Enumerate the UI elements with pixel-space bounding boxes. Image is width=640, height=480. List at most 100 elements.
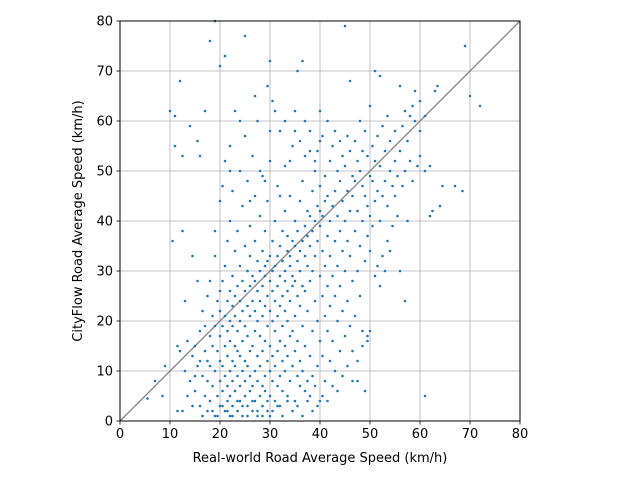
reference-line-group bbox=[119, 20, 521, 422]
data-point bbox=[241, 339, 244, 343]
data-point bbox=[231, 414, 234, 418]
data-point bbox=[296, 69, 299, 73]
data-point bbox=[283, 119, 287, 123]
data-point bbox=[226, 409, 229, 413]
data-point bbox=[246, 304, 249, 308]
data-point bbox=[298, 249, 302, 253]
data-point bbox=[221, 184, 224, 188]
data-point bbox=[288, 379, 292, 383]
data-point bbox=[303, 344, 307, 348]
data-point bbox=[256, 414, 259, 418]
data-point bbox=[268, 59, 272, 63]
data-point bbox=[216, 349, 219, 353]
data-point bbox=[313, 384, 317, 388]
data-point bbox=[196, 139, 199, 143]
data-point bbox=[278, 304, 282, 308]
data-point bbox=[293, 219, 297, 223]
data-point bbox=[323, 174, 327, 178]
data-point bbox=[218, 64, 222, 68]
data-point bbox=[241, 309, 244, 313]
data-point bbox=[251, 154, 254, 158]
data-point bbox=[291, 144, 294, 148]
data-point bbox=[243, 359, 247, 363]
data-point bbox=[261, 384, 264, 388]
data-point bbox=[318, 224, 322, 228]
data-point bbox=[313, 169, 317, 173]
data-point bbox=[261, 414, 264, 418]
data-point bbox=[226, 354, 229, 358]
data-point bbox=[231, 404, 234, 408]
data-point bbox=[268, 159, 272, 163]
data-point bbox=[363, 129, 367, 133]
data-point bbox=[351, 379, 354, 383]
data-point bbox=[323, 314, 327, 318]
data-point bbox=[193, 374, 197, 378]
data-point bbox=[268, 344, 272, 348]
data-point bbox=[243, 289, 247, 293]
data-point bbox=[318, 184, 322, 188]
data-point bbox=[278, 194, 282, 198]
data-point bbox=[238, 299, 242, 303]
data-point bbox=[251, 274, 254, 278]
data-point bbox=[276, 284, 279, 288]
data-point bbox=[223, 314, 227, 318]
data-point bbox=[368, 174, 372, 178]
data-point bbox=[391, 184, 394, 188]
data-point bbox=[293, 279, 297, 283]
data-point bbox=[291, 329, 294, 333]
data-point bbox=[311, 409, 314, 413]
data-point bbox=[206, 294, 209, 298]
data-point bbox=[258, 169, 262, 173]
data-point bbox=[283, 164, 287, 168]
data-point bbox=[253, 329, 257, 333]
data-point bbox=[201, 414, 204, 418]
data-point bbox=[221, 279, 224, 283]
data-point bbox=[373, 274, 377, 278]
data-point bbox=[251, 344, 254, 348]
data-point bbox=[328, 219, 332, 223]
data-point bbox=[308, 244, 312, 248]
data-point bbox=[246, 364, 249, 368]
data-point bbox=[251, 299, 254, 303]
data-point bbox=[431, 209, 434, 213]
data-point bbox=[213, 324, 217, 328]
data-point bbox=[178, 79, 182, 83]
data-point bbox=[356, 359, 359, 363]
data-point bbox=[268, 394, 272, 398]
data-point bbox=[281, 259, 284, 263]
data-point bbox=[233, 344, 237, 348]
data-point bbox=[268, 369, 272, 373]
data-point bbox=[298, 199, 302, 203]
data-point bbox=[286, 354, 289, 358]
data-point bbox=[271, 239, 274, 243]
data-point bbox=[366, 234, 369, 238]
data-point bbox=[333, 129, 337, 133]
data-point bbox=[176, 409, 179, 413]
data-point bbox=[308, 279, 312, 283]
data-point bbox=[283, 209, 287, 213]
data-point bbox=[238, 354, 242, 358]
data-point bbox=[238, 264, 242, 268]
data-point bbox=[373, 69, 377, 73]
y-tick-label: 50 bbox=[96, 165, 113, 180]
data-point bbox=[436, 84, 439, 88]
data-point bbox=[428, 164, 432, 168]
data-point bbox=[288, 264, 292, 268]
data-point bbox=[363, 389, 367, 393]
data-point bbox=[361, 219, 364, 223]
data-point bbox=[331, 144, 334, 148]
x-tick-label: 10 bbox=[162, 427, 179, 442]
data-point bbox=[361, 149, 364, 153]
data-point bbox=[418, 99, 422, 103]
data-point bbox=[186, 394, 189, 398]
x-tick-label: 80 bbox=[512, 427, 529, 442]
data-point bbox=[318, 139, 322, 143]
data-point bbox=[358, 119, 362, 123]
data-point bbox=[336, 264, 339, 268]
data-point bbox=[186, 339, 189, 343]
data-point bbox=[236, 374, 239, 378]
data-point bbox=[386, 239, 389, 243]
data-point bbox=[373, 159, 377, 163]
data-point bbox=[346, 134, 349, 138]
